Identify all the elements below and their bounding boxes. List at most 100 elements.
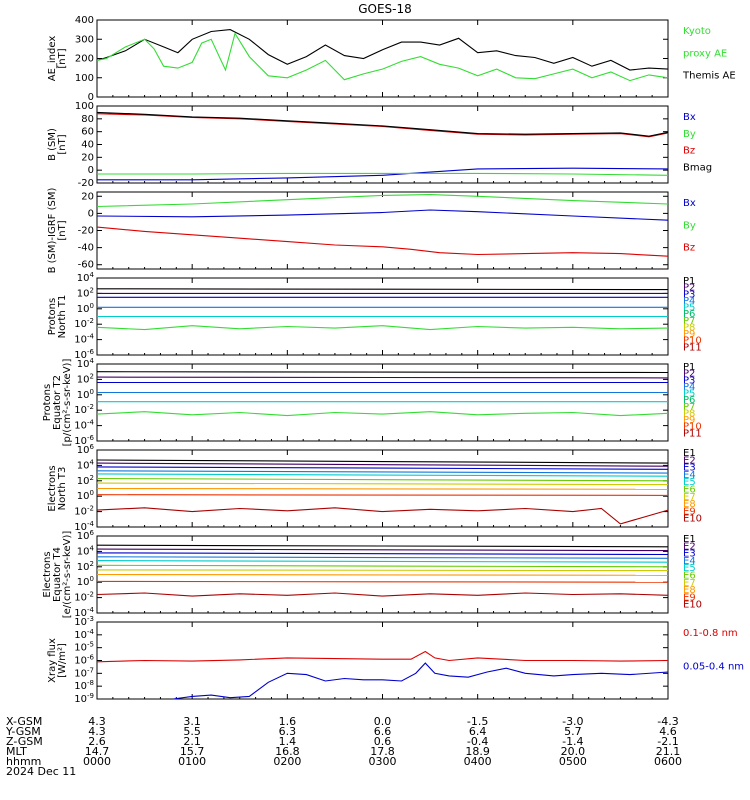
y-tick-label: -60 (78, 260, 94, 271)
footer-value: -1.4 (562, 735, 583, 748)
y-tick-label: 10-2 (74, 403, 94, 416)
legend-entry: P1 (683, 276, 695, 287)
series-bz (96, 113, 669, 138)
footer-value: 6.3 (279, 725, 297, 738)
legend-entry: E5 (683, 563, 696, 574)
panel-frame (96, 105, 669, 184)
y-tick-label: 200 (75, 54, 94, 65)
footer-row-label: Z-GSM (6, 735, 43, 748)
series-e1 (96, 459, 669, 464)
panel-eequator: 10-4 10-2 100 102 104 106 Electrons Equator T4[… (42, 529, 702, 619)
footer-value: 1.4 (279, 735, 297, 748)
y-tick-label: 60 (81, 127, 94, 138)
y-tick-label: 102 (77, 474, 94, 487)
legend-entry: E10 (683, 514, 702, 525)
footer-value: 4.3 (88, 725, 106, 738)
panel-bigrf: -60 -40 -20 0 20 B (SM)-IGRF (SM) [nT] Bx By Bz (47, 188, 696, 274)
series-e7 (96, 482, 669, 486)
y-axis-label: Equator T2 (52, 375, 63, 430)
legend-entry: P9 (683, 329, 695, 340)
series-0-1-0-8-nm (96, 650, 669, 663)
legend-entry: Kyoto (683, 26, 711, 37)
footer-value: 21.1 (656, 745, 681, 758)
y-tick-label: 0 (88, 165, 94, 176)
footer-value: 0200 (273, 755, 301, 768)
y-tick-label: 400 (75, 15, 94, 26)
legend-entry: Bx (683, 198, 696, 209)
footer-row-label: hhmm (6, 755, 41, 768)
y-tick-label: 80 (81, 114, 94, 125)
footer-value: 4.3 (88, 715, 106, 728)
legend-entry: 0.1-0.8 nm (683, 628, 738, 639)
legend-entry: Bmag (683, 162, 712, 173)
panel-frame (96, 363, 669, 442)
footer-value: -4.3 (657, 715, 678, 728)
footer-value: 4.6 (659, 725, 677, 738)
y-axis-label: Electrons (42, 551, 53, 597)
legend-entry: E3 (683, 549, 696, 560)
footer-value: 0100 (178, 755, 206, 768)
legend-entry: E6 (683, 571, 696, 582)
series-e1 (96, 544, 669, 548)
legend-entry: P9 (683, 415, 695, 426)
y-tick-label: 100 (77, 302, 94, 315)
series-e5 (96, 473, 669, 477)
legend-entry: P8 (683, 408, 695, 419)
legend-entry: 0.05-0.4 nm (683, 662, 744, 673)
footer-value: 3.1 (183, 715, 201, 728)
legend-entry: E9 (683, 506, 696, 517)
series-p2 (96, 376, 669, 379)
footer-value: 5.5 (183, 725, 201, 738)
y-tick-label: 10-9 (74, 692, 94, 705)
y-axis-label: [nT] (57, 48, 68, 68)
legend-entry: E3 (683, 463, 696, 474)
legend-entry: E1 (683, 448, 696, 459)
footer-value: 0000 (83, 755, 111, 768)
y-tick-label: -40 (78, 243, 94, 254)
y-tick-label: 10-2 (74, 591, 94, 604)
footer-value: 0.6 (374, 735, 392, 748)
y-tick-label: 10-2 (74, 505, 94, 518)
series-e10 (96, 592, 669, 597)
legend-entry: E4 (683, 470, 696, 481)
y-tick-label: 0 (88, 208, 94, 219)
legend-entry: P2 (683, 369, 695, 380)
series-e3 (96, 466, 669, 470)
footer-row-label: Y-GSM (5, 725, 41, 738)
legend-entry: P11 (683, 342, 702, 353)
footer-value: -3.0 (562, 715, 583, 728)
legend-entry: P7 (683, 402, 695, 413)
legend-entry: P3 (683, 375, 695, 386)
orbit-footer: X-GSM 4.3 3.1 1.6 0.0 -1.5 -3.0 -4.3 Y-GSM 4.3 5.5… (5, 715, 682, 768)
panel-xray: 10-910-810-710-610-510-410-3 Xray flux [W/… (47, 615, 744, 705)
y-axis-label: [e/(cm²-s-sr-keV)] (62, 531, 73, 619)
panel-ae: 0 100 200 300 400 AE_index [nT] Kyoto proxy AE Th… (47, 15, 736, 103)
legend-entry: P1 (683, 362, 695, 373)
y-axis-label: North T3 (57, 467, 68, 511)
legend-entry: P11 (683, 428, 702, 439)
legend-entry: P3 (683, 289, 695, 300)
y-axis-label: Xray flux (47, 638, 58, 683)
footer-value: 0300 (369, 755, 397, 768)
panel-frame (96, 19, 669, 98)
y-tick-label: 10-4 (74, 419, 94, 432)
y-tick-label: 10-4 (74, 520, 94, 533)
y-axis-label: [W/m²] (57, 643, 68, 678)
footer-value: 18.9 (465, 745, 490, 758)
footer-value: 2.1 (183, 735, 201, 748)
y-tick-label: 0 (88, 92, 94, 103)
legend-entry: E1 (683, 534, 696, 545)
y-axis-label: [nT] (57, 134, 68, 154)
legend-entry: Bx (683, 112, 696, 123)
series-e7 (96, 569, 669, 572)
series-p6 (96, 325, 669, 331)
y-tick-label: -20 (78, 178, 94, 189)
legend-entry: E9 (683, 592, 696, 603)
footer-value: -0.4 (467, 735, 488, 748)
legend-entry: P5 (683, 389, 695, 400)
y-tick-label: 106 (77, 529, 95, 542)
footer-value: 15.7 (180, 745, 205, 758)
legend-entry: P7 (683, 316, 695, 327)
